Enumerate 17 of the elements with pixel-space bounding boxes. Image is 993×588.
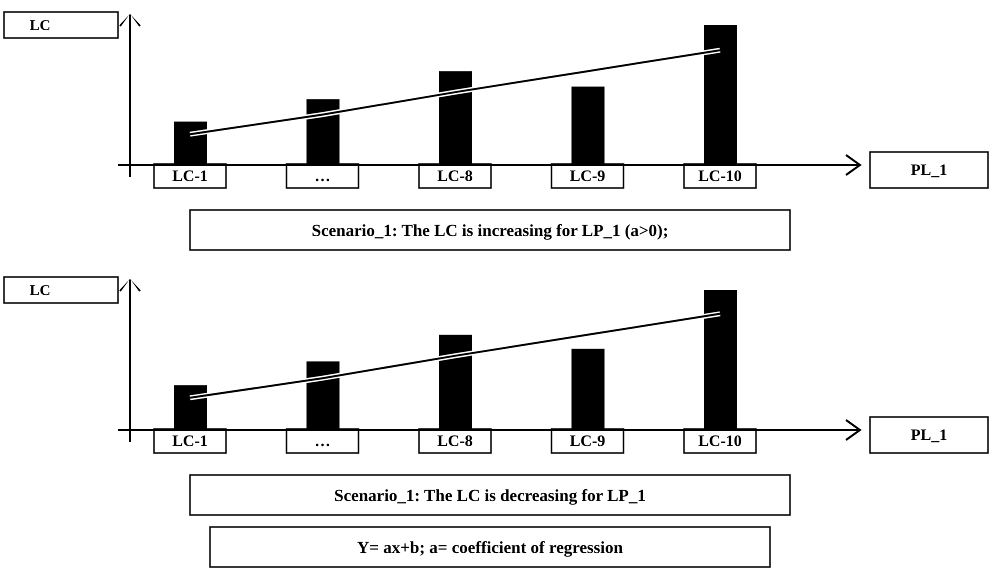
x-tick-label: LC-8 — [437, 433, 473, 450]
y-axis-title: LC — [30, 283, 50, 299]
x-tick-label: … — [314, 168, 330, 185]
x-axis-title: PL_1 — [910, 162, 948, 179]
x-tick-label: LC-9 — [570, 433, 606, 450]
x-tick-label: LC-1 — [172, 433, 208, 450]
x-tick-label: LC-10 — [698, 433, 742, 450]
text: Y= ax+b; a= coefficient of regression — [357, 538, 624, 557]
text: Scenario_1: The LC is decreasing for LP_1 — [334, 486, 646, 505]
x-tick-label: LC-9 — [570, 168, 606, 185]
x-tick-label: LC-10 — [698, 168, 742, 185]
y-axis-title: LC — [30, 18, 50, 34]
x-tick-label: LC-8 — [437, 168, 473, 185]
x-tick-label: … — [314, 433, 330, 450]
x-tick-label: LC-1 — [172, 168, 208, 185]
x-axis-title: PL_1 — [910, 427, 948, 444]
text: Scenario_1: The LC is increasing for LP_1 (a>0); — [312, 221, 668, 240]
